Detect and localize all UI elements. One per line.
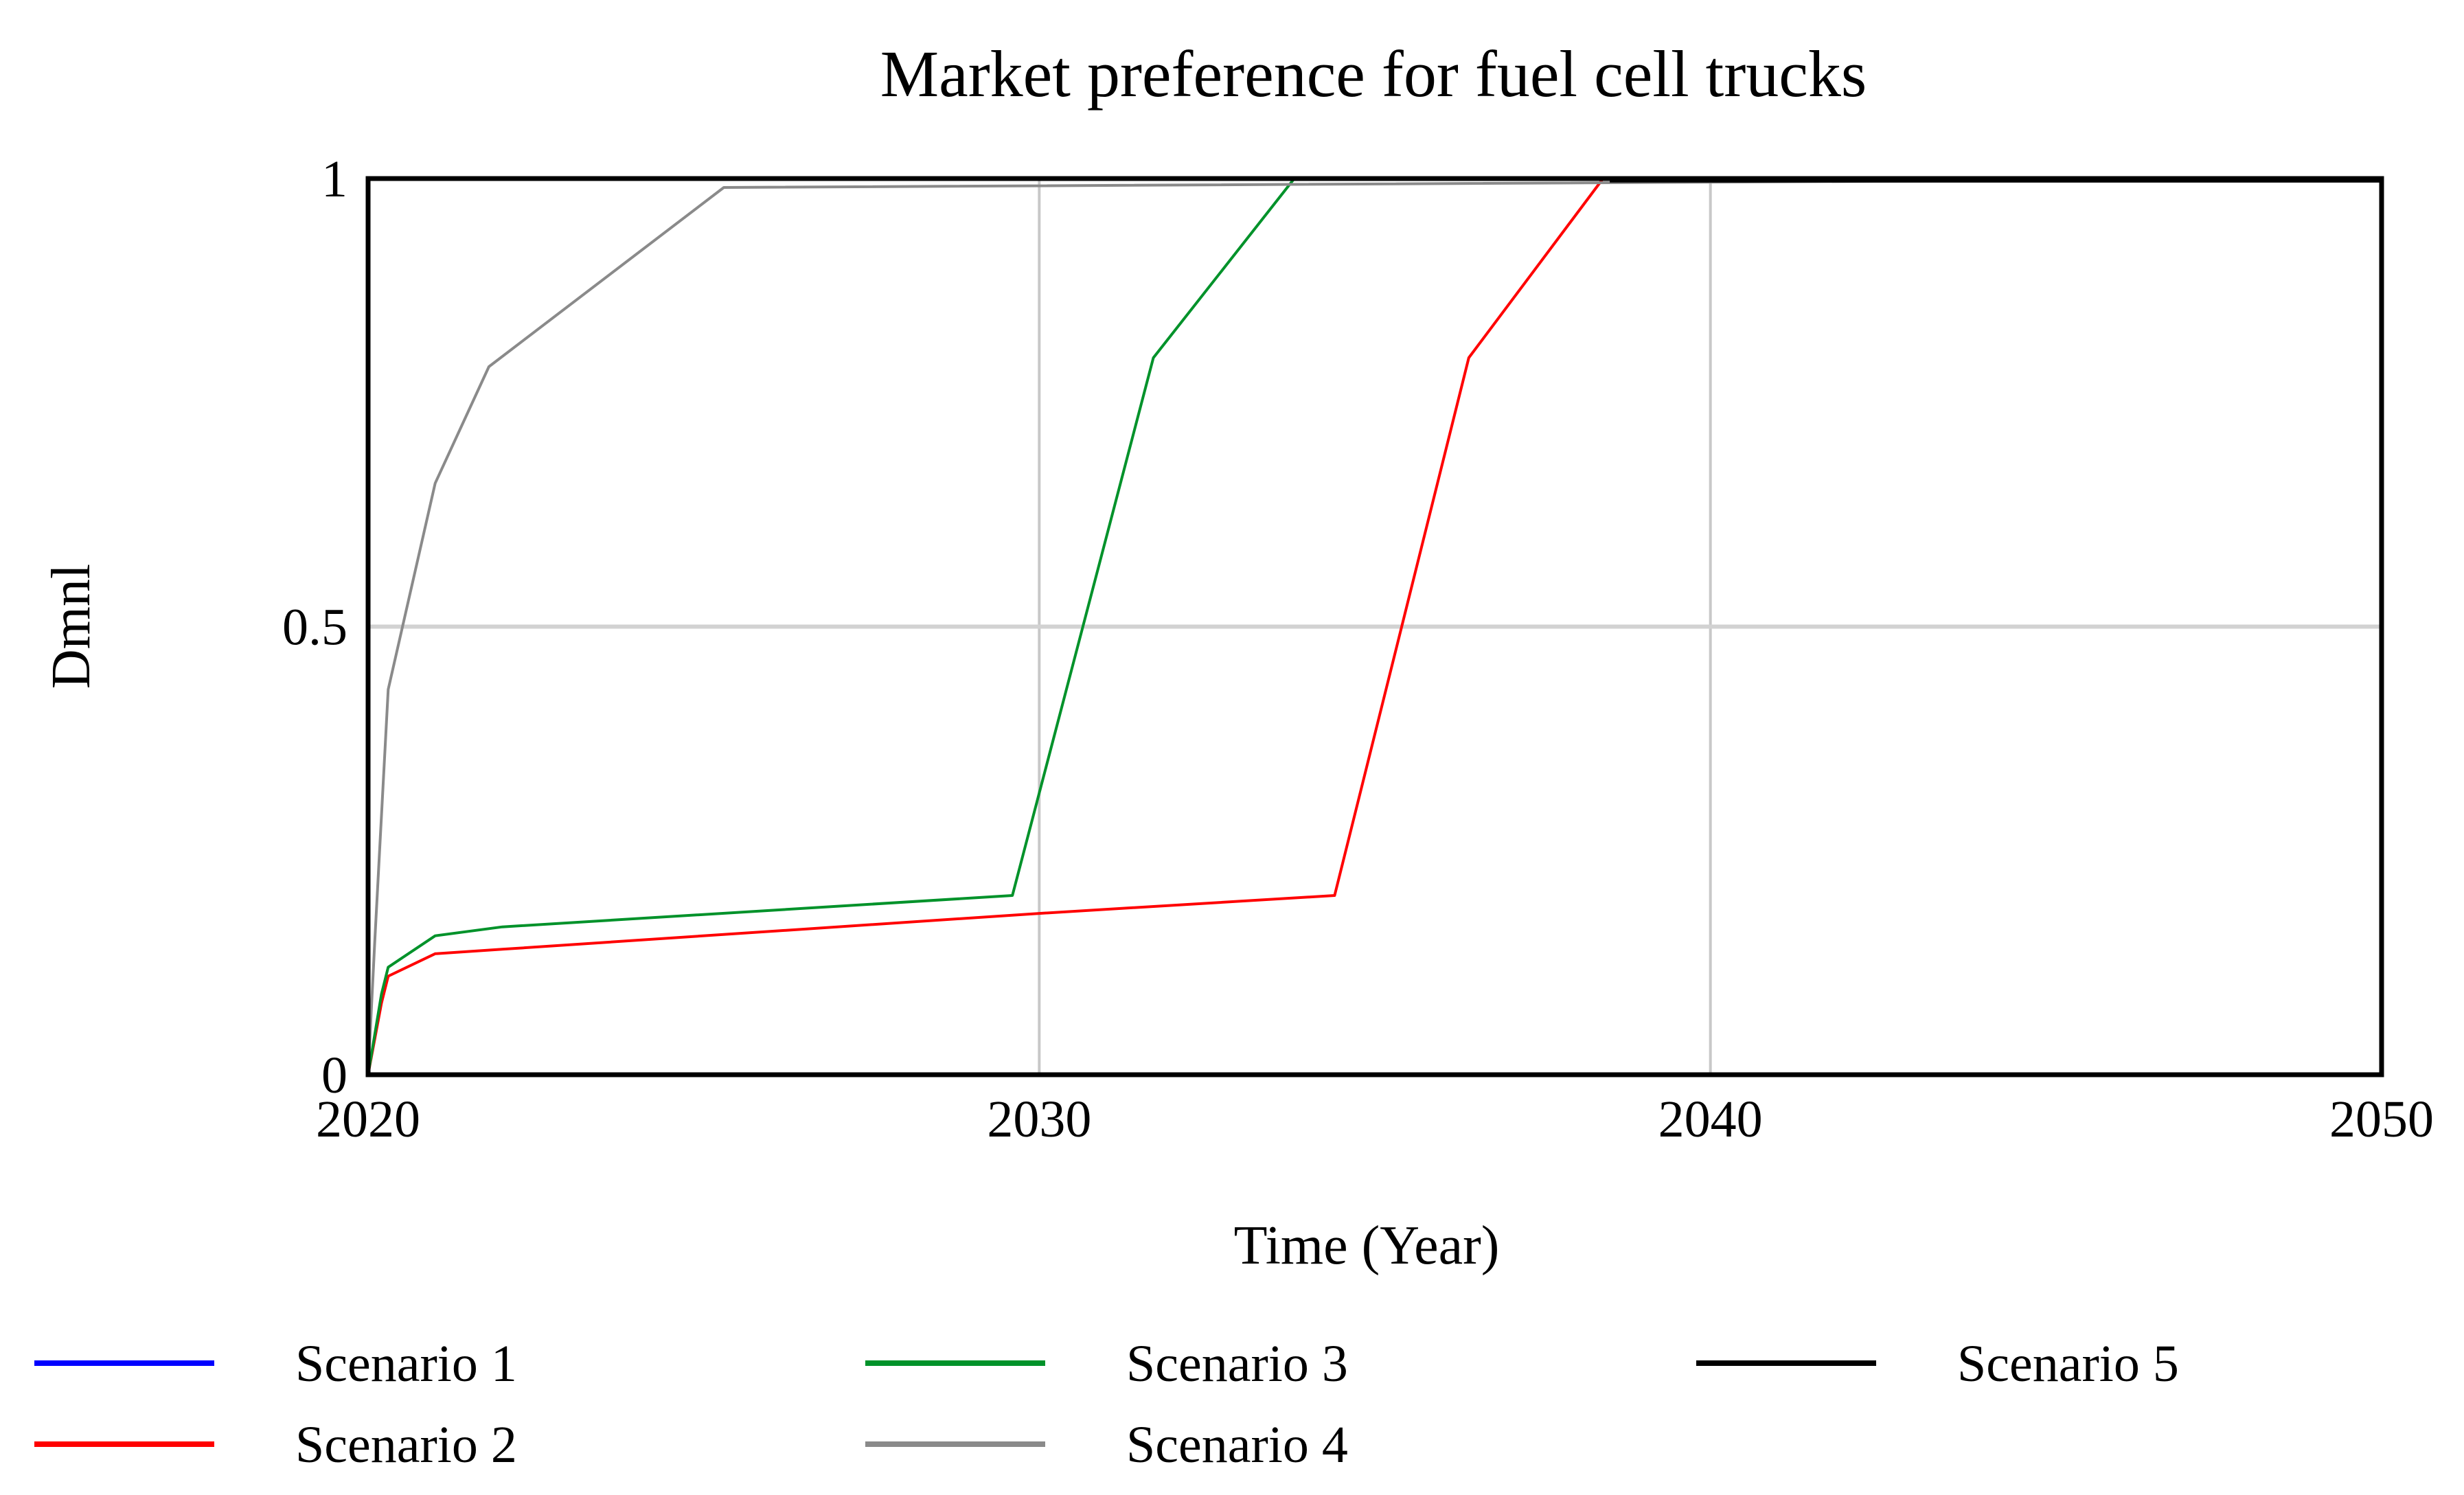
legend: Scenario 1 Scenario 2 Scenario 3 Scenario 4… xyxy=(34,1335,2179,1474)
x-tick-label: 2020 xyxy=(316,1091,420,1148)
y-tick-label: 0 xyxy=(321,1047,347,1104)
y-tick-label: 1 xyxy=(321,150,347,208)
series-line-4 xyxy=(367,177,2382,1075)
x-axis-label: Time (Year) xyxy=(1234,1216,1500,1276)
x-tick-label: 2050 xyxy=(2329,1091,2434,1148)
legend-label-5: Scenario 5 xyxy=(1957,1335,2179,1393)
legend-label-4: Scenario 4 xyxy=(1126,1416,1348,1474)
gridlines xyxy=(368,179,2382,1075)
x-tick-label: 2040 xyxy=(1658,1091,1763,1148)
legend-label-1: Scenario 1 xyxy=(295,1335,517,1393)
legend-label-3: Scenario 3 xyxy=(1126,1335,1348,1393)
chart-title: Market preference for fuel cell trucks xyxy=(880,37,1867,111)
series-line-3 xyxy=(367,177,2382,1075)
y-tick-label: 0.5 xyxy=(282,599,347,657)
plot-area-frame xyxy=(365,176,2384,1077)
series-line-2 xyxy=(367,177,2382,1075)
x-axis-ticks: 2020 2030 2040 2050 xyxy=(316,1091,2434,1148)
y-axis-ticks: 00.51 xyxy=(282,150,347,1104)
y-axis-label: Dmnl xyxy=(41,564,102,689)
x-tick-label: 2030 xyxy=(987,1091,1091,1148)
legend-label-2: Scenario 2 xyxy=(295,1416,517,1474)
